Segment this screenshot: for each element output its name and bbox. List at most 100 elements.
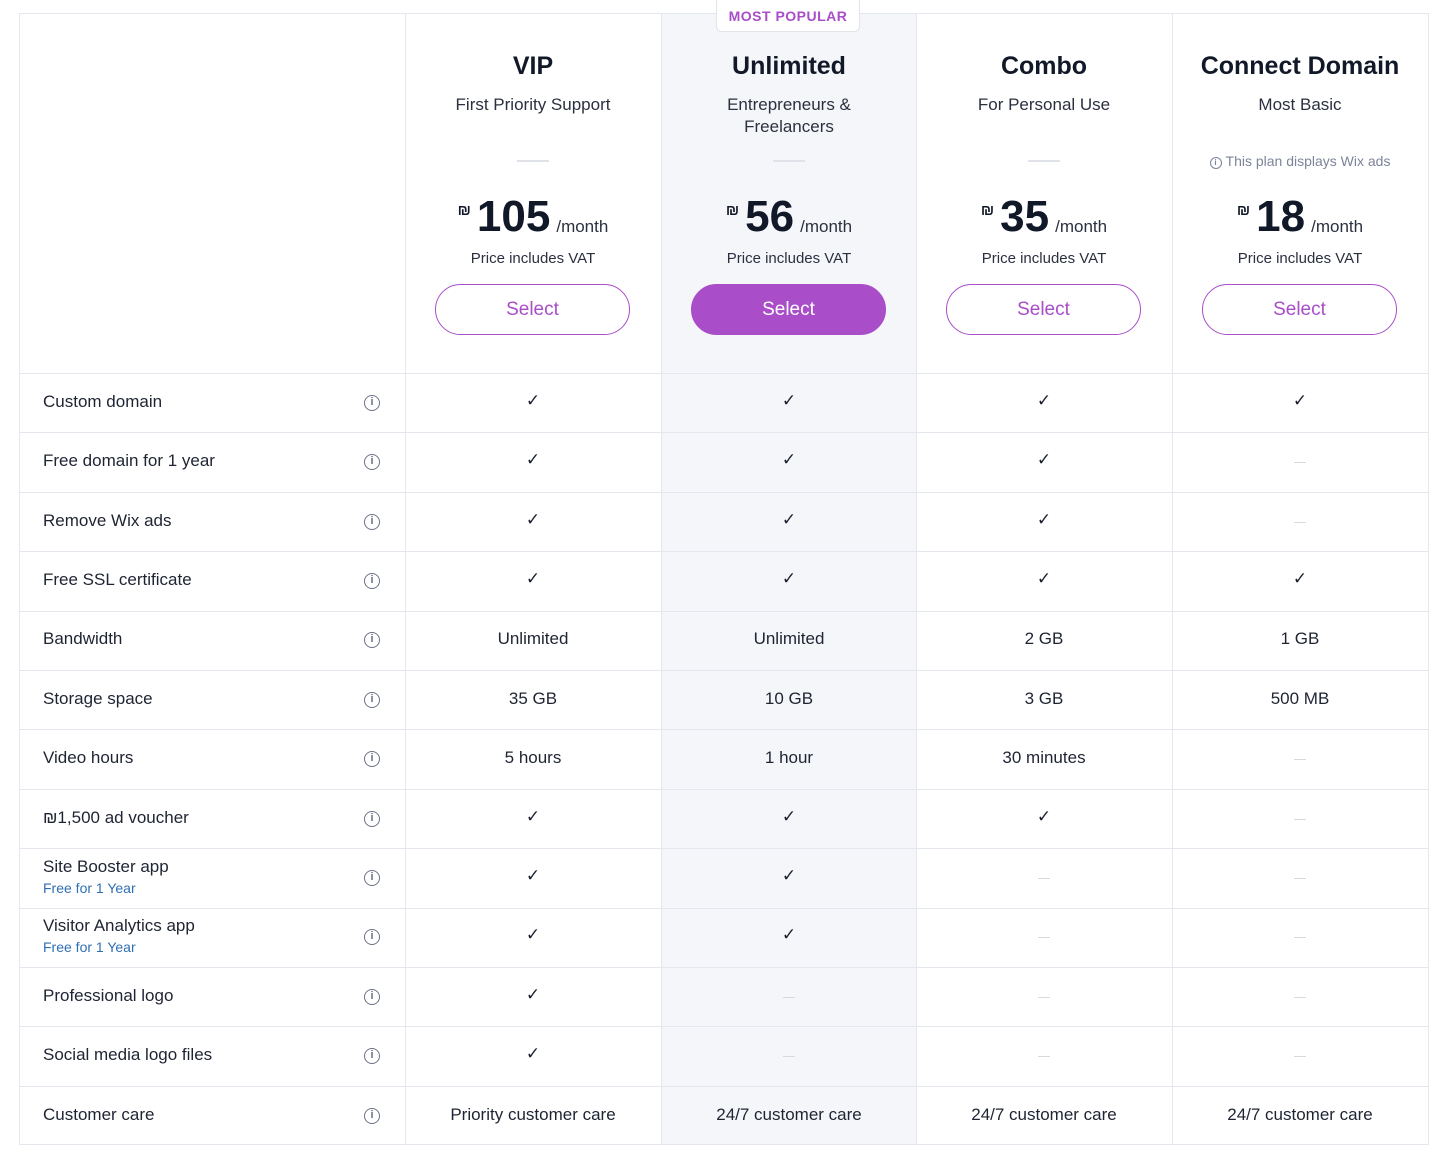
cell: ✓: [1172, 569, 1428, 589]
row-divider: [20, 432, 1428, 434]
cell: [1172, 987, 1428, 1007]
cell: ✓: [405, 985, 661, 1005]
cell: ✓: [405, 450, 661, 470]
feature-label: Custom domain: [43, 391, 163, 411]
price-period: /month: [1055, 217, 1108, 236]
dash-icon: [783, 1056, 795, 1058]
cell: ✓: [405, 866, 661, 886]
info-icon[interactable]: i: [364, 572, 380, 589]
feature-label: Customer care: [43, 1104, 155, 1124]
info-icon[interactable]: i: [364, 810, 380, 827]
currency-symbol: ₪: [725, 202, 740, 219]
plan-name: Connect Domain: [1200, 52, 1400, 80]
vat-note: Price includes VAT: [470, 250, 596, 267]
checkmark-icon: ✓: [1292, 390, 1308, 410]
cell-value: 10 GB: [764, 688, 814, 708]
checkmark-icon: ✓: [525, 1044, 541, 1064]
select-button[interactable]: Select: [691, 284, 886, 335]
cell: ✓: [661, 510, 917, 530]
cell: ✓: [405, 925, 661, 945]
checkmark-icon: ✓: [781, 390, 797, 410]
checkmark-icon: ✓: [781, 865, 797, 885]
column-divider: [1172, 14, 1173, 1144]
info-icon[interactable]: i: [364, 751, 380, 768]
row-divider: [20, 373, 1428, 374]
dash-icon: [1294, 818, 1306, 820]
cell-value: 5 hours: [504, 748, 562, 768]
cell: [1172, 809, 1428, 829]
info-icon[interactable]: i: [1209, 157, 1222, 169]
cell-value: 24/7 customer care: [971, 1104, 1117, 1124]
feature-label: Free SSL certificate: [43, 569, 192, 589]
feature-note: Free for 1 Year: [43, 939, 136, 956]
select-button[interactable]: Select: [946, 284, 1141, 335]
cell: [916, 927, 1172, 947]
row-divider: [20, 848, 1428, 850]
price: ₪ 35 /month: [916, 192, 1172, 242]
plan-header-1: VIP First Priority Support ₪ 105 /month P…: [405, 14, 661, 372]
cell: ✓: [661, 569, 917, 589]
price-amount: 18: [1256, 192, 1306, 241]
dash-icon: [1038, 877, 1050, 879]
cell: [916, 868, 1172, 888]
currency-symbol: ₪: [980, 202, 995, 219]
row-divider: [20, 907, 1428, 909]
most-popular-badge: MOST POPULAR: [716, 0, 860, 32]
info-icon[interactable]: i: [364, 454, 380, 471]
price: ₪ 18 /month: [1172, 192, 1428, 242]
info-icon[interactable]: i: [364, 869, 380, 886]
cell-value: 24/7 customer care: [716, 1104, 862, 1124]
checkmark-icon: ✓: [781, 509, 797, 529]
feature-note: Free for 1 Year: [43, 879, 136, 896]
checkmark-icon: ✓: [525, 865, 541, 885]
feature-label: ₪1,500 ad voucher: [43, 807, 189, 827]
info-icon[interactable]: i: [364, 1048, 380, 1065]
dash-icon: [1294, 759, 1306, 761]
checkmark-icon: ✓: [781, 450, 797, 470]
cell: ✓: [405, 1044, 661, 1064]
divider: [773, 160, 805, 162]
cell-value: 2 GB: [1024, 629, 1064, 649]
feature-label: Remove Wix ads: [43, 510, 172, 530]
currency-symbol: ₪: [1236, 202, 1251, 219]
select-button[interactable]: Select: [1202, 284, 1397, 335]
dash-icon: [1294, 462, 1306, 464]
checkmark-icon: ✓: [1292, 568, 1308, 588]
checkmark-icon: ✓: [525, 450, 541, 470]
price-period: /month: [800, 217, 853, 236]
checkmark-icon: ✓: [1036, 450, 1052, 470]
cell-value: Priority customer care: [450, 1104, 616, 1124]
price-amount: 105: [476, 192, 551, 241]
row-divider: [20, 967, 1428, 968]
cell-value: Unlimited: [753, 629, 825, 649]
cell-value: Unlimited: [497, 629, 569, 649]
info-icon[interactable]: i: [364, 632, 380, 649]
info-icon[interactable]: i: [364, 1107, 380, 1124]
feature-label: Free domain for 1 year: [43, 451, 215, 471]
info-icon[interactable]: i: [364, 513, 380, 530]
price-period: /month: [556, 217, 609, 236]
info-icon[interactable]: i: [364, 691, 380, 708]
info-icon[interactable]: i: [364, 988, 380, 1005]
feature-label: Social media logo files: [43, 1045, 213, 1065]
checkmark-icon: ✓: [525, 509, 541, 529]
row-divider: [20, 610, 1428, 612]
cell: ✓: [405, 510, 661, 530]
checkmark-icon: ✓: [525, 925, 541, 945]
info-icon[interactable]: i: [364, 394, 380, 411]
select-button[interactable]: Select: [435, 284, 630, 335]
cell-value: 35 GB: [508, 688, 558, 708]
feature-label: Bandwidth: [43, 629, 123, 649]
dash-icon: [1294, 1056, 1306, 1058]
cell: ✓: [916, 510, 1172, 530]
row-divider: [20, 788, 1428, 790]
dash-icon: [1294, 937, 1306, 939]
cell-value: 3 GB: [1024, 688, 1064, 708]
checkmark-icon: ✓: [1036, 390, 1052, 410]
cell-value: 24/7 customer care: [1227, 1104, 1373, 1124]
column-divider: [405, 14, 406, 1144]
plan-name: VIP: [512, 52, 554, 80]
cell: [1172, 512, 1428, 532]
cell: [1172, 452, 1428, 472]
info-icon[interactable]: i: [364, 929, 380, 946]
